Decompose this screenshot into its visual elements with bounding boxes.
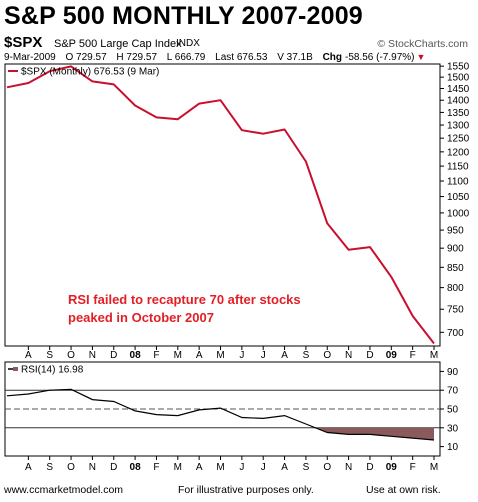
x-tick-label: M [174, 462, 182, 473]
rsi-y-tick-label: 90 [447, 367, 459, 378]
rsi-line [6, 388, 435, 441]
price-y-tick-label: 1150 [447, 162, 469, 173]
x-tick-label: F [410, 462, 416, 473]
x-tick-label: F [153, 350, 159, 361]
x-tick-label: N [345, 462, 352, 473]
footer-disclaimer: For illustrative purposes only. [178, 484, 314, 496]
quote-change-label: Chg [322, 52, 343, 63]
x-tick-label: O [67, 462, 75, 473]
rsi-legend: RSI(14) 16.98 [8, 365, 84, 376]
price-y-tick-label: 1200 [447, 147, 470, 158]
price-y-tick-label: 1300 [447, 121, 470, 132]
x-tick-label: S [46, 350, 53, 361]
quote-last: Last 676.53 [215, 52, 268, 63]
price-y-tick-label: 1350 [447, 108, 470, 119]
price-x-axis: A S O N D 08 F M A M J J A S O N D 09 F M [25, 346, 438, 361]
x-tick-label: D [110, 462, 117, 473]
headline-title: S&P 500 MONTHLY 2007-2009 [4, 2, 363, 30]
price-y-axis: 700 750 800 850 900 950 1000 1050 1100 1150 1200 12… [440, 62, 470, 339]
quote-high: H 729.57 [116, 52, 158, 63]
x-tick-label: M [216, 462, 224, 473]
x-tick-label: J [261, 350, 266, 361]
price-y-tick-label: 1400 [447, 96, 470, 107]
quote-change: -58.56 (-7.97%) [345, 52, 415, 63]
rsi-x-axis: A S O N D 08 F M A M J J A S O N D 09 F M [25, 456, 438, 473]
x-tick-label: N [345, 350, 352, 361]
annotation: RSI failed to recapture 70 after stocks … [68, 292, 301, 325]
price-panel [4, 63, 441, 347]
x-tick-label: J [239, 350, 244, 361]
price-y-tick-label: 1100 [447, 176, 469, 187]
stockcharts-credit: © StockCharts.com [377, 38, 468, 50]
rsi-y-axis: 10 30 50 70 90 [440, 367, 459, 453]
rsi-y-tick-label: 70 [447, 386, 459, 397]
x-tick-label: 09 [386, 462, 398, 473]
x-tick-label: M [430, 350, 438, 361]
x-tick-label: S [303, 462, 310, 473]
price-legend: $SPX (Monthly) 676.53 (9 Mar) [8, 67, 159, 78]
x-tick-label: D [366, 462, 373, 473]
quote-low: L 666.79 [166, 52, 206, 63]
price-y-tick-label: 950 [447, 226, 464, 237]
rsi-legend-text: RSI(14) 16.98 [21, 365, 84, 376]
company-name: S&P 500 Large Cap Index [54, 38, 182, 50]
x-tick-label: J [261, 462, 266, 473]
price-y-tick-label: 800 [447, 283, 464, 294]
x-tick-label: M [216, 350, 224, 361]
rsi-series [6, 388, 435, 441]
x-tick-label: F [410, 350, 416, 361]
rsi-y-tick-label: 30 [447, 423, 459, 434]
x-tick-label: A [25, 350, 32, 361]
x-tick-label: O [323, 462, 331, 473]
rsi-y-tick-label: 50 [447, 405, 459, 416]
footer-website: www.ccmarketmodel.com [4, 484, 124, 496]
x-tick-label: D [366, 350, 373, 361]
x-tick-label: D [110, 350, 117, 361]
x-tick-label: S [303, 350, 310, 361]
x-tick-label: M [174, 350, 182, 361]
exchange-label: INDX [176, 38, 200, 49]
x-tick-label: O [67, 350, 75, 361]
x-tick-label: O [323, 350, 331, 361]
price-y-tick-label: 750 [447, 305, 464, 316]
x-tick-label: N [89, 462, 96, 473]
price-y-tick-label: 700 [447, 328, 464, 339]
ticker-symbol: $SPX [4, 34, 43, 51]
x-tick-label: F [153, 462, 159, 473]
x-tick-label: A [281, 350, 288, 361]
symbol-row: $SPX S&P 500 Large Cap Index INDX © Stoc… [4, 34, 474, 52]
x-tick-label: A [196, 350, 203, 361]
x-tick-label: 09 [386, 350, 398, 361]
price-y-tick-label: 1050 [447, 192, 470, 203]
price-y-tick-label: 900 [447, 244, 464, 255]
x-tick-label: 08 [130, 462, 142, 473]
annotation-line-2: peaked in October 2007 [68, 310, 214, 325]
x-tick-label: S [46, 462, 53, 473]
price-y-tick-label: 1250 [447, 134, 470, 145]
quote-open: O 729.57 [65, 52, 107, 63]
x-tick-label: N [89, 350, 96, 361]
x-tick-label: A [196, 462, 203, 473]
price-legend-text: $SPX (Monthly) 676.53 (9 Mar) [21, 67, 159, 78]
quote-volume: V 37.1B [277, 52, 313, 63]
price-y-tick-label: 1000 [447, 208, 470, 219]
rsi-y-tick-label: 10 [447, 442, 459, 453]
x-tick-label: M [430, 462, 438, 473]
price-y-tick-label: 1450 [447, 84, 470, 95]
price-y-tick-label: 1550 [447, 62, 470, 73]
quote-date: 9-Mar-2009 [4, 52, 56, 63]
quote-row: 9-Mar-2009 O 729.57 H 729.57 L 666.79 La… [4, 52, 474, 63]
x-tick-label: J [239, 462, 244, 473]
price-y-tick-label: 1500 [447, 73, 470, 84]
x-tick-label: A [25, 462, 32, 473]
chart-area: 7007508008509009501000105011001150120012… [4, 62, 470, 473]
x-tick-label: A [281, 462, 288, 473]
price-line [6, 65, 435, 345]
down-arrow-icon: ▼ [416, 52, 426, 62]
price-series [6, 65, 435, 345]
footer-risk: Use at own risk. [366, 484, 441, 496]
price-y-tick-label: 850 [447, 263, 464, 274]
annotation-line-1: RSI failed to recapture 70 after stocks [68, 292, 301, 307]
x-tick-label: 08 [130, 350, 142, 361]
